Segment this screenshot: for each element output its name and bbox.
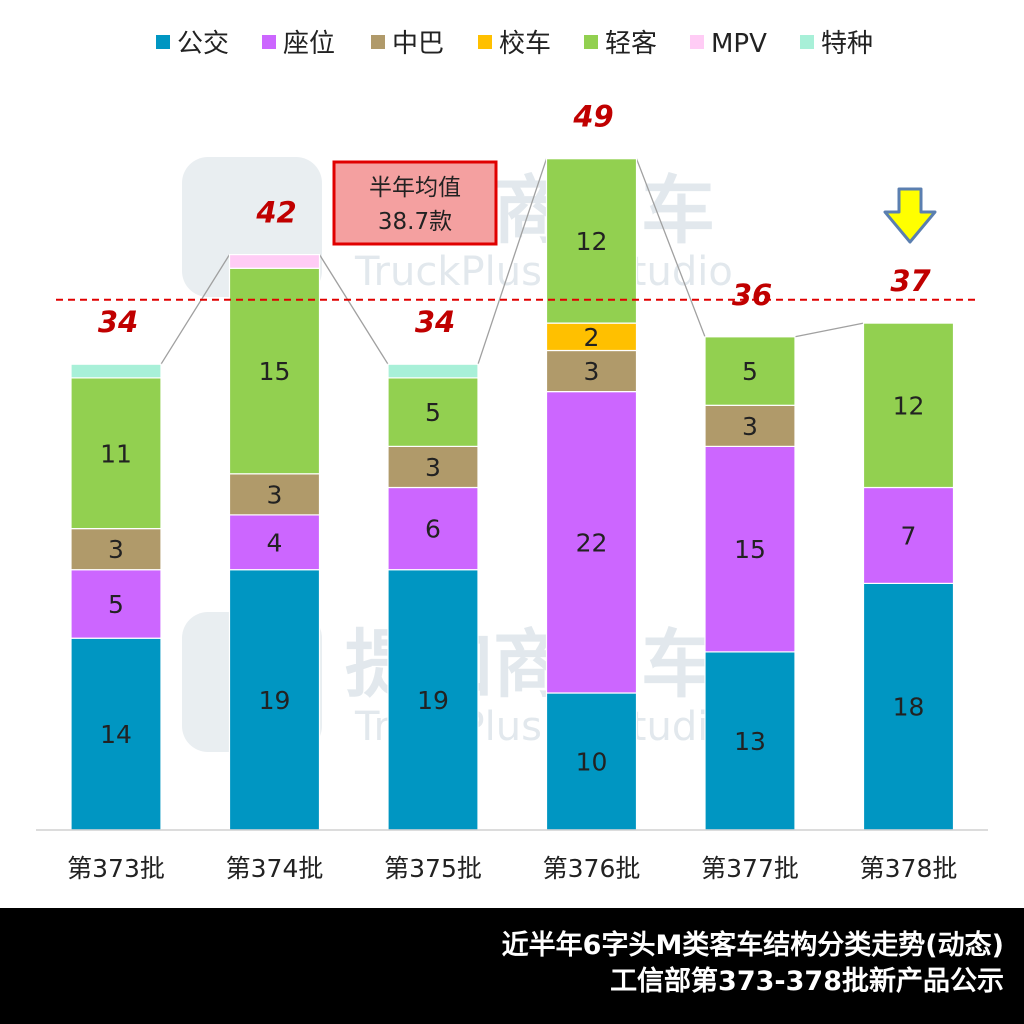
connector-3: [635, 158, 706, 338]
segment-label-1-2: 3: [267, 480, 283, 509]
segment-label-4-0: 13: [734, 727, 766, 756]
segment-label-1-4: 15: [259, 357, 291, 386]
average-callout-title: 半年均值: [369, 175, 461, 201]
legend-label-1: 座位: [283, 29, 335, 59]
watermark-sub-text: TruckPlus CVstudio: [354, 249, 733, 295]
bar-connector-lines: [160, 158, 864, 365]
legend-label-3: 校车: [499, 29, 551, 59]
connector-0: [160, 254, 231, 365]
segment-label-3-1: 22: [576, 528, 608, 557]
segment-label-4-1: 15: [734, 535, 766, 564]
legend-swatch-0: [156, 35, 170, 49]
bar-segment-3-4: [545, 158, 638, 324]
segment-label-2-4: 5: [425, 398, 441, 427]
bar-segment-2-6: [387, 363, 479, 379]
bar-segment-4-2: [704, 404, 796, 447]
segment-label-4-4: 5: [742, 357, 758, 386]
bars: 14 5 3 11 19 4 3 15 19 6 3 5 10 22 3 2 12 13 15 3 5 18 7 12: [70, 158, 955, 831]
segment-label-5-1: 7: [901, 521, 917, 550]
average-callout-value: 38.7款: [378, 209, 452, 235]
x-axis-labels: 第373批 第374批 第375批 第376批 第377批 第378批: [67, 854, 957, 883]
bar-segment-2-1: [387, 486, 479, 571]
total-label-0: 34: [98, 305, 138, 339]
segment-label-5-4: 12: [893, 391, 925, 420]
bar-segment-5-0: [862, 582, 955, 831]
legend-swatch-6: [800, 35, 814, 49]
legend-swatch-2: [371, 35, 385, 49]
footer-line-2: 工信部第373-378批新产品公示: [610, 966, 1004, 997]
total-label-5: 37: [890, 264, 931, 298]
segment-label-1-0: 19: [259, 686, 291, 715]
footer-line-1: 近半年6字头M类客车结构分类走势(动态): [501, 930, 1004, 961]
bar-segment-1-4: [228, 267, 321, 475]
average-callout: 半年均值 38.7款: [332, 160, 498, 246]
segment-label-3-4: 12: [576, 227, 608, 256]
x-tick-label-2: 第375批: [384, 854, 482, 883]
segment-label-2-0: 19: [417, 686, 449, 715]
bar-segment-1-5: [228, 254, 321, 269]
down-arrow-icon: [883, 187, 937, 244]
connector-4: [794, 322, 864, 338]
x-tick-label-1: 第374批: [226, 854, 324, 883]
segment-label-4-2: 3: [742, 412, 758, 441]
bar-segment-0-6: [70, 363, 162, 379]
legend-label-2: 中巴: [392, 29, 444, 59]
segment-label-1-1: 4: [267, 528, 283, 557]
bar-segment-4-4: [704, 336, 796, 406]
bar-segment-2-2: [387, 445, 479, 489]
total-label-4: 36: [732, 278, 772, 312]
total-label-2: 34: [415, 305, 455, 339]
x-tick-label-0: 第373批: [67, 854, 165, 883]
segment-label-0-2: 3: [108, 535, 124, 564]
legend: 公交 座位 中巴 校车 轻客 MPV 特种: [156, 29, 873, 59]
connector-2: [477, 158, 548, 365]
segment-label-2-2: 3: [425, 453, 441, 482]
bar-segment-4-1: [704, 445, 796, 653]
average-callout-box: [332, 160, 498, 246]
segment-label-2-1: 6: [425, 515, 441, 544]
segment-label-3-3: 2: [584, 323, 600, 352]
bar-segment-1-2: [228, 473, 321, 516]
bar-segment-0-2: [70, 527, 162, 571]
total-label-1: 42: [255, 196, 296, 230]
total-labels: 34 42 34 49 36 37: [98, 100, 932, 340]
footer-caption: 近半年6字头M类客车结构分类走势(动态) 工信部第373-378批新产品公示: [0, 908, 1024, 1024]
bar-segment-5-1: [862, 486, 955, 585]
legend-label-6: 特种: [821, 29, 873, 59]
segment-label-3-0: 10: [576, 748, 608, 777]
x-tick-label-4: 第377批: [701, 854, 799, 883]
stacked-bar-chart: 提加商用车 TruckPlus CVstudio 提加商用车 TruckPlus…: [36, 29, 988, 883]
bar-segment-0-1: [70, 569, 162, 639]
segment-label-0-0: 14: [100, 720, 132, 749]
x-tick-label-5: 第378批: [860, 854, 958, 883]
segment-label-5-0: 18: [893, 693, 925, 722]
bar-segment-1-0: [228, 569, 321, 831]
x-tick-label-3: 第376批: [543, 854, 641, 883]
legend-label-0: 公交: [177, 29, 229, 59]
legend-swatch-4: [584, 35, 598, 49]
legend-label-4: 轻客: [605, 29, 657, 59]
bar-segment-1-1: [228, 514, 321, 571]
bar-segment-5-4: [862, 322, 955, 489]
legend-swatch-1: [262, 35, 276, 49]
total-label-3: 49: [572, 100, 613, 134]
segment-label-0-1: 5: [108, 590, 124, 619]
bar-segment-3-0: [545, 692, 638, 831]
legend-label-5: MPV: [711, 29, 767, 59]
legend-swatch-3: [478, 35, 492, 49]
segment-label-0-4: 11: [100, 439, 132, 468]
legend-swatch-5: [690, 35, 704, 49]
connector-1: [318, 254, 389, 365]
bar-segment-0-4: [70, 377, 162, 530]
segment-label-3-2: 3: [584, 357, 600, 386]
bar-segment-3-2: [545, 349, 638, 393]
